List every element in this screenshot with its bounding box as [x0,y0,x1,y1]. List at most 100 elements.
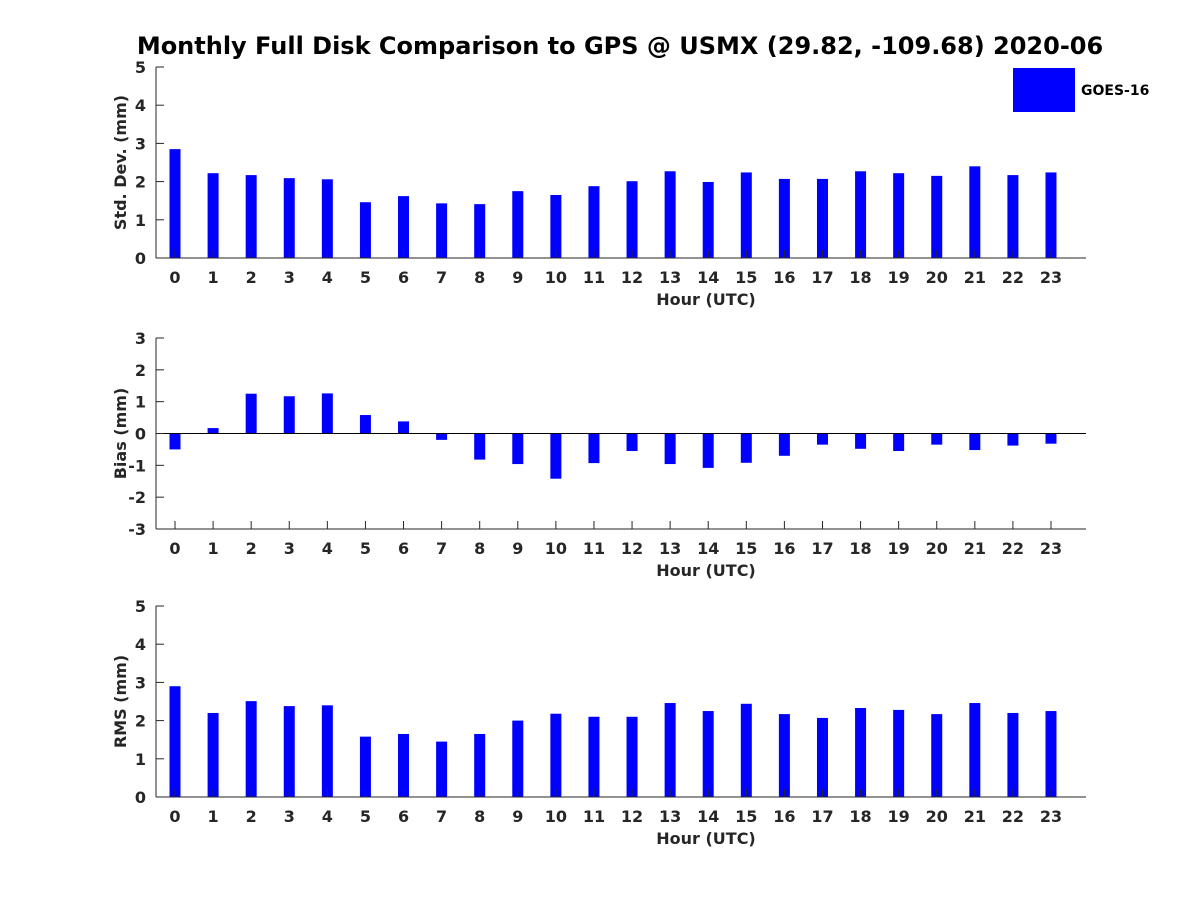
y-tick-label: 3 [135,673,146,692]
y-tick-label: 2 [135,361,146,380]
bar-hour-4 [321,705,333,797]
bar-hour-21 [969,703,981,797]
bar-hour-8 [474,204,486,258]
x-tick-label: 3 [284,539,295,558]
bar-hour-16 [778,714,790,797]
bar-hour-15 [740,172,752,258]
bar-hour-12 [626,181,638,258]
bar-hour-22 [1007,175,1019,258]
x-tick-label: 18 [849,539,871,558]
bar-hour-15 [740,433,752,463]
x-tick-label: 9 [512,807,523,826]
x-tick-label: 17 [811,539,833,558]
x-tick-label: 19 [888,807,910,826]
bar-hour-22 [1007,433,1019,446]
x-tick-label: 23 [1040,807,1062,826]
bar-hour-3 [283,706,295,797]
x-tick-label: 10 [545,807,567,826]
bar-hour-16 [778,178,790,258]
x-tick-label: 11 [583,268,605,287]
y-axis-label: Std. Dev. (mm) [111,95,130,230]
x-axis-label: Hour (UTC) [656,561,756,580]
x-tick-label: 20 [926,539,948,558]
y-tick-label: 1 [135,750,146,769]
legend-label: GOES-16 [1081,83,1149,99]
x-tick-label: 12 [621,539,643,558]
bar-hour-12 [626,433,638,452]
x-tick-label: 13 [659,539,681,558]
bar-hour-17 [816,178,828,258]
x-tick-label: 19 [888,268,910,287]
x-tick-label: 1 [208,807,219,826]
x-tick-label: 15 [735,807,757,826]
x-tick-label: 7 [436,539,447,558]
x-tick-label: 8 [474,807,485,826]
bar-hour-18 [855,707,867,797]
x-tick-label: 9 [512,268,523,287]
y-axis-label: Bias (mm) [111,388,130,480]
x-tick-label: 19 [888,539,910,558]
bar-hour-15 [740,703,752,797]
x-tick-label: 23 [1040,539,1062,558]
bar-hour-7 [436,203,448,258]
x-tick-label: 6 [398,268,409,287]
x-tick-label: 0 [169,539,180,558]
legend-swatch [1013,68,1075,112]
x-tick-label: 10 [545,268,567,287]
bar-hour-6 [398,421,410,434]
bar-hour-0 [169,686,181,797]
bar-hour-2 [245,175,257,258]
bar-hour-1 [207,428,219,434]
bar-hour-2 [245,701,257,797]
y-tick-label: 5 [135,597,146,616]
x-tick-label: 20 [926,807,948,826]
bar-hour-23 [1045,172,1057,258]
chart-title: Monthly Full Disk Comparison to GPS @ US… [137,32,1103,60]
y-tick-label: 3 [135,134,146,153]
bar-hour-1 [207,712,219,797]
x-tick-label: 4 [322,268,333,287]
x-tick-label: 22 [1002,807,1024,826]
bar-hour-1 [207,173,219,258]
bar-hour-13 [664,703,676,797]
x-tick-label: 6 [398,807,409,826]
bar-hour-21 [969,166,981,258]
x-tick-label: 4 [322,539,333,558]
bar-hour-17 [816,433,828,445]
bar-hour-11 [588,433,600,464]
x-tick-label: 17 [811,807,833,826]
bar-hour-20 [931,175,943,258]
x-tick-label: 22 [1002,268,1024,287]
x-tick-label: 18 [849,807,871,826]
y-tick-label: 0 [135,788,146,807]
x-tick-label: 18 [849,268,871,287]
bar-hour-21 [969,433,981,451]
bar-hour-6 [398,196,410,258]
bar-hour-7 [436,433,448,440]
bar-hour-9 [512,191,524,258]
x-tick-label: 17 [811,268,833,287]
bar-hour-5 [359,202,371,258]
bar-hour-13 [664,171,676,258]
x-tick-label: 12 [621,807,643,826]
legend: GOES-16 [1013,68,1149,112]
bar-hour-23 [1045,433,1057,444]
x-tick-label: 2 [246,807,257,826]
y-axis-label: RMS (mm) [111,655,130,748]
x-tick-label: 3 [284,268,295,287]
x-tick-label: 8 [474,268,485,287]
x-tick-label: 11 [583,539,605,558]
x-tick-label: 21 [964,268,986,287]
y-tick-label: 5 [135,58,146,77]
y-tick-label: -1 [128,456,146,475]
bar-hour-0 [169,149,181,258]
x-tick-label: 14 [697,807,719,826]
x-tick-label: 13 [659,807,681,826]
x-tick-label: 15 [735,539,757,558]
bar-hour-16 [778,433,790,456]
bar-hour-3 [283,178,295,258]
x-tick-label: 21 [964,539,986,558]
